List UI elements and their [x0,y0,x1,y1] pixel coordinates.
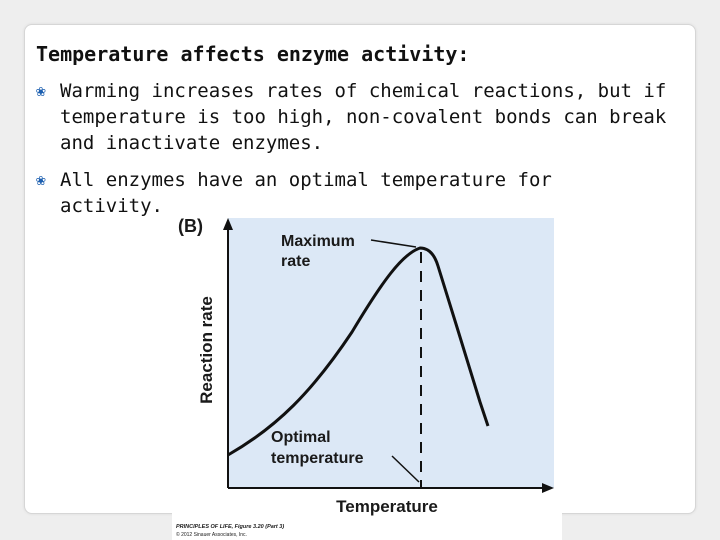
x-axis-arrow-icon [542,483,554,493]
figure-credit-line1: PRINCIPLES OF LIFE, Figure 3.20 (Part 3) [176,524,284,530]
reaction-rate-curve [227,246,490,457]
optimal-temperature-label-line2: temperature [271,450,364,467]
panel-label: (B) [178,216,203,236]
hollow-leaf-bullet-icon: ❀ [36,81,46,100]
slide-title: Temperature affects enzyme activity: [36,42,470,66]
bullet-text: All enzymes have an optimal temperature … [60,169,552,217]
optimal-temperature-label-line1: Optimal [271,429,331,446]
bullet-text: Warming increases rates of chemical reac… [60,80,667,154]
bullet-item: ❀ Warming increases rates of chemical re… [36,78,696,156]
maximum-rate-label-line1: Maximum [281,233,355,250]
figure-credit-line2: © 2012 Sinauer Associates, Inc. [176,531,247,538]
optimal-temperature-leader [391,455,420,483]
figure-svg: (B) Reaction rate Temperature Maximum ra… [172,212,562,540]
y-axis-arrow-icon [223,218,233,230]
enzyme-temperature-figure: (B) Reaction rate Temperature Maximum ra… [172,212,562,540]
maximum-rate-label-line2: rate [281,253,310,270]
plot-area [228,218,554,488]
bullet-item: ❀ All enzymes have an optimal temperatur… [36,167,626,219]
hollow-leaf-bullet-icon: ❀ [36,170,46,189]
x-axis-label: Temperature [336,497,438,516]
y-axis-label: Reaction rate [197,296,216,404]
maximum-rate-leader [370,239,417,248]
